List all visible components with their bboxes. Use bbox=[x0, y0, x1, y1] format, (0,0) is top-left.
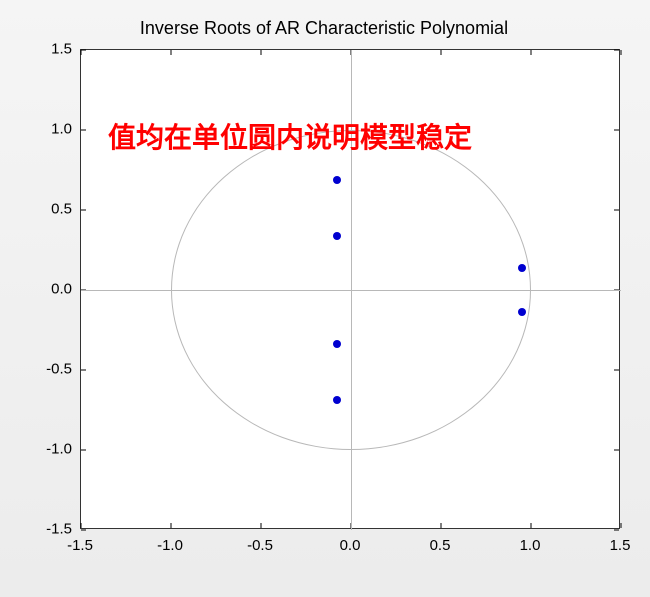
x-axis: -1.5-1.0-0.50.00.51.01.5 bbox=[80, 529, 620, 569]
y-tick-label: -0.5 bbox=[46, 361, 72, 378]
chart-container: Inverse Roots of AR Characteristic Polyn… bbox=[25, 18, 623, 578]
data-point bbox=[518, 308, 526, 316]
x-tick-label: 1.0 bbox=[520, 537, 541, 554]
plot-area: 值均在单位圆内说明模型稳定 bbox=[80, 49, 620, 529]
x-tick-label: 0.5 bbox=[430, 537, 451, 554]
y-tick-label: -1.0 bbox=[46, 441, 72, 458]
y-tick-mark bbox=[81, 370, 86, 371]
y-tick-label: 0.5 bbox=[51, 201, 72, 218]
y-tick-mark bbox=[614, 130, 619, 131]
x-tick-mark bbox=[531, 523, 532, 528]
x-tick-label: -1.5 bbox=[67, 537, 93, 554]
y-tick-label: 1.5 bbox=[51, 41, 72, 58]
x-tick-mark bbox=[441, 50, 442, 55]
x-tick-mark bbox=[171, 523, 172, 528]
x-tick-mark bbox=[171, 50, 172, 55]
data-point bbox=[333, 396, 341, 404]
data-point bbox=[518, 264, 526, 272]
unit-circle bbox=[171, 130, 531, 450]
y-tick-mark bbox=[81, 450, 86, 451]
data-point bbox=[333, 176, 341, 184]
x-tick-mark bbox=[531, 50, 532, 55]
x-tick-mark bbox=[441, 523, 442, 528]
y-tick-label: 0.0 bbox=[51, 281, 72, 298]
y-axis: -1.5-1.0-0.50.00.51.01.5 bbox=[25, 49, 80, 529]
x-tick-label: -1.0 bbox=[157, 537, 183, 554]
y-tick-label: -1.5 bbox=[46, 521, 72, 538]
y-tick-mark bbox=[614, 210, 619, 211]
y-tick-mark bbox=[81, 130, 86, 131]
y-tick-mark bbox=[81, 50, 86, 51]
chart-title: Inverse Roots of AR Characteristic Polyn… bbox=[25, 18, 623, 39]
x-tick-mark bbox=[261, 523, 262, 528]
x-tick-label: 0.0 bbox=[340, 537, 361, 554]
x-tick-mark bbox=[81, 50, 82, 55]
x-tick-mark bbox=[81, 523, 82, 528]
y-tick-mark bbox=[614, 450, 619, 451]
data-point bbox=[333, 340, 341, 348]
annotation-text: 值均在单位圆内说明模型稳定 bbox=[108, 116, 472, 156]
x-tick-mark bbox=[621, 523, 622, 528]
x-tick-mark bbox=[261, 50, 262, 55]
y-tick-mark bbox=[614, 370, 619, 371]
plot-wrapper: -1.5-1.0-0.50.00.51.01.5 值均在单位圆内说明模型稳定 -… bbox=[25, 49, 623, 569]
y-tick-label: 1.0 bbox=[51, 121, 72, 138]
x-tick-mark bbox=[621, 50, 622, 55]
data-point bbox=[333, 232, 341, 240]
x-tick-label: 1.5 bbox=[610, 537, 631, 554]
x-tick-label: -0.5 bbox=[247, 537, 273, 554]
y-tick-mark bbox=[81, 210, 86, 211]
y-tick-mark bbox=[614, 50, 619, 51]
